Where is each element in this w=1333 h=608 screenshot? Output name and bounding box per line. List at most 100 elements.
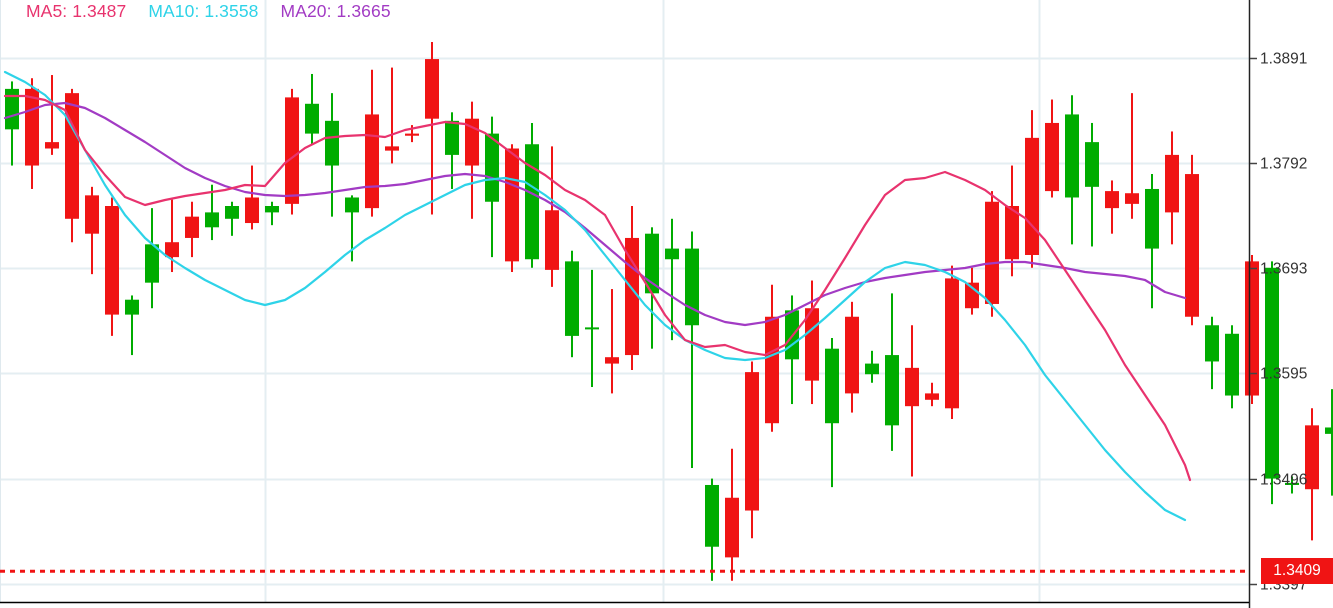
candle-body (165, 242, 179, 258)
candle-body (1265, 267, 1279, 479)
candlestick (765, 284, 779, 432)
candlestick (1145, 174, 1159, 309)
candle-body (765, 316, 779, 424)
candle-body (705, 484, 719, 547)
candle-body (1125, 193, 1139, 204)
ma5-line (3, 94, 1192, 482)
candlestick (1105, 180, 1119, 234)
candlestick (45, 75, 59, 155)
candle-body (205, 212, 219, 228)
candlestick (985, 191, 999, 317)
candle-body (1065, 114, 1079, 198)
candle-body (365, 114, 379, 209)
candle-body (945, 278, 959, 409)
candle-body (565, 261, 579, 336)
candlestick (65, 88, 79, 243)
candle-body (1285, 482, 1299, 485)
candlestick (505, 144, 519, 273)
candle-body (1045, 122, 1059, 192)
candle-body (1205, 325, 1219, 362)
candle-body (685, 248, 699, 326)
candlestick (725, 448, 739, 581)
candlestick (485, 116, 499, 258)
candle-body (585, 327, 599, 330)
candlestick (545, 146, 559, 287)
candlestick (325, 93, 339, 217)
candlestick (5, 81, 19, 166)
candlestick (285, 88, 299, 215)
candle-body (505, 148, 519, 262)
candlestick (225, 201, 239, 236)
candle-body (605, 357, 619, 364)
candle-body (265, 206, 279, 213)
candle-body (85, 195, 99, 234)
candle-body (1105, 191, 1119, 209)
candle-body (1305, 425, 1319, 490)
candle-body (825, 348, 839, 424)
candle-body (925, 393, 939, 400)
candlestick (345, 195, 359, 262)
candle-body (105, 206, 119, 315)
candlestick (365, 69, 379, 217)
candle-body (885, 355, 899, 426)
candlestick (265, 201, 279, 226)
candle-body (1025, 137, 1039, 255)
candlestick (25, 78, 39, 189)
candlestick (1045, 99, 1059, 198)
candle-body (245, 197, 259, 224)
candle-body (1145, 188, 1159, 249)
candlestick (385, 67, 399, 164)
candlestick (665, 218, 679, 341)
candle-body (485, 133, 499, 202)
candle-body (1085, 142, 1099, 187)
candle-body (345, 197, 359, 213)
candlestick (145, 208, 159, 309)
candlestick (1185, 154, 1199, 326)
candle-body (225, 206, 239, 219)
candlestick (1205, 316, 1219, 390)
candlestick (1085, 122, 1099, 247)
axis-tick-label: 1.3792 (1260, 156, 1307, 173)
candlestick (745, 361, 759, 539)
candlestick (245, 165, 259, 230)
candlestick (925, 382, 939, 407)
candlestick (565, 250, 579, 358)
legend-ma20: MA20: 1.3665 (280, 1, 391, 21)
candle-body (45, 142, 59, 149)
axis-tick-label: 1.3496 (1260, 472, 1307, 489)
legend-ma5: MA5: 1.3487 (26, 1, 127, 21)
candlestick (645, 227, 659, 349)
candle-body (25, 88, 39, 166)
candlestick (465, 101, 479, 219)
ma20-line (3, 101, 1187, 327)
candle-body (1225, 333, 1239, 396)
candlestick (1245, 254, 1259, 405)
candlestick (845, 301, 859, 413)
candlestick (165, 199, 179, 273)
candlestick (1325, 389, 1333, 496)
candlestick (1165, 131, 1179, 245)
candle-body (125, 299, 139, 315)
candle-body (545, 210, 559, 270)
candle-body (725, 497, 739, 558)
candlestick (585, 269, 599, 388)
grid-layer (0, 0, 1249, 602)
axis-tick-label: 1.3693 (1260, 261, 1307, 278)
candle-body (145, 244, 159, 283)
candle-body (805, 308, 819, 381)
ma10-line (3, 70, 1187, 522)
candlestick (1005, 165, 1019, 277)
candle-body (405, 133, 419, 136)
candle-body (1245, 261, 1259, 396)
candlestick (885, 293, 899, 451)
candlestick (1025, 110, 1039, 268)
axis-tick-label: 1.3595 (1260, 366, 1307, 383)
candlestick (1125, 93, 1139, 219)
candlestick (205, 184, 219, 241)
candle-body (985, 201, 999, 304)
candlestick (945, 265, 959, 419)
candlestick (1305, 408, 1319, 541)
candlestick (185, 201, 199, 258)
